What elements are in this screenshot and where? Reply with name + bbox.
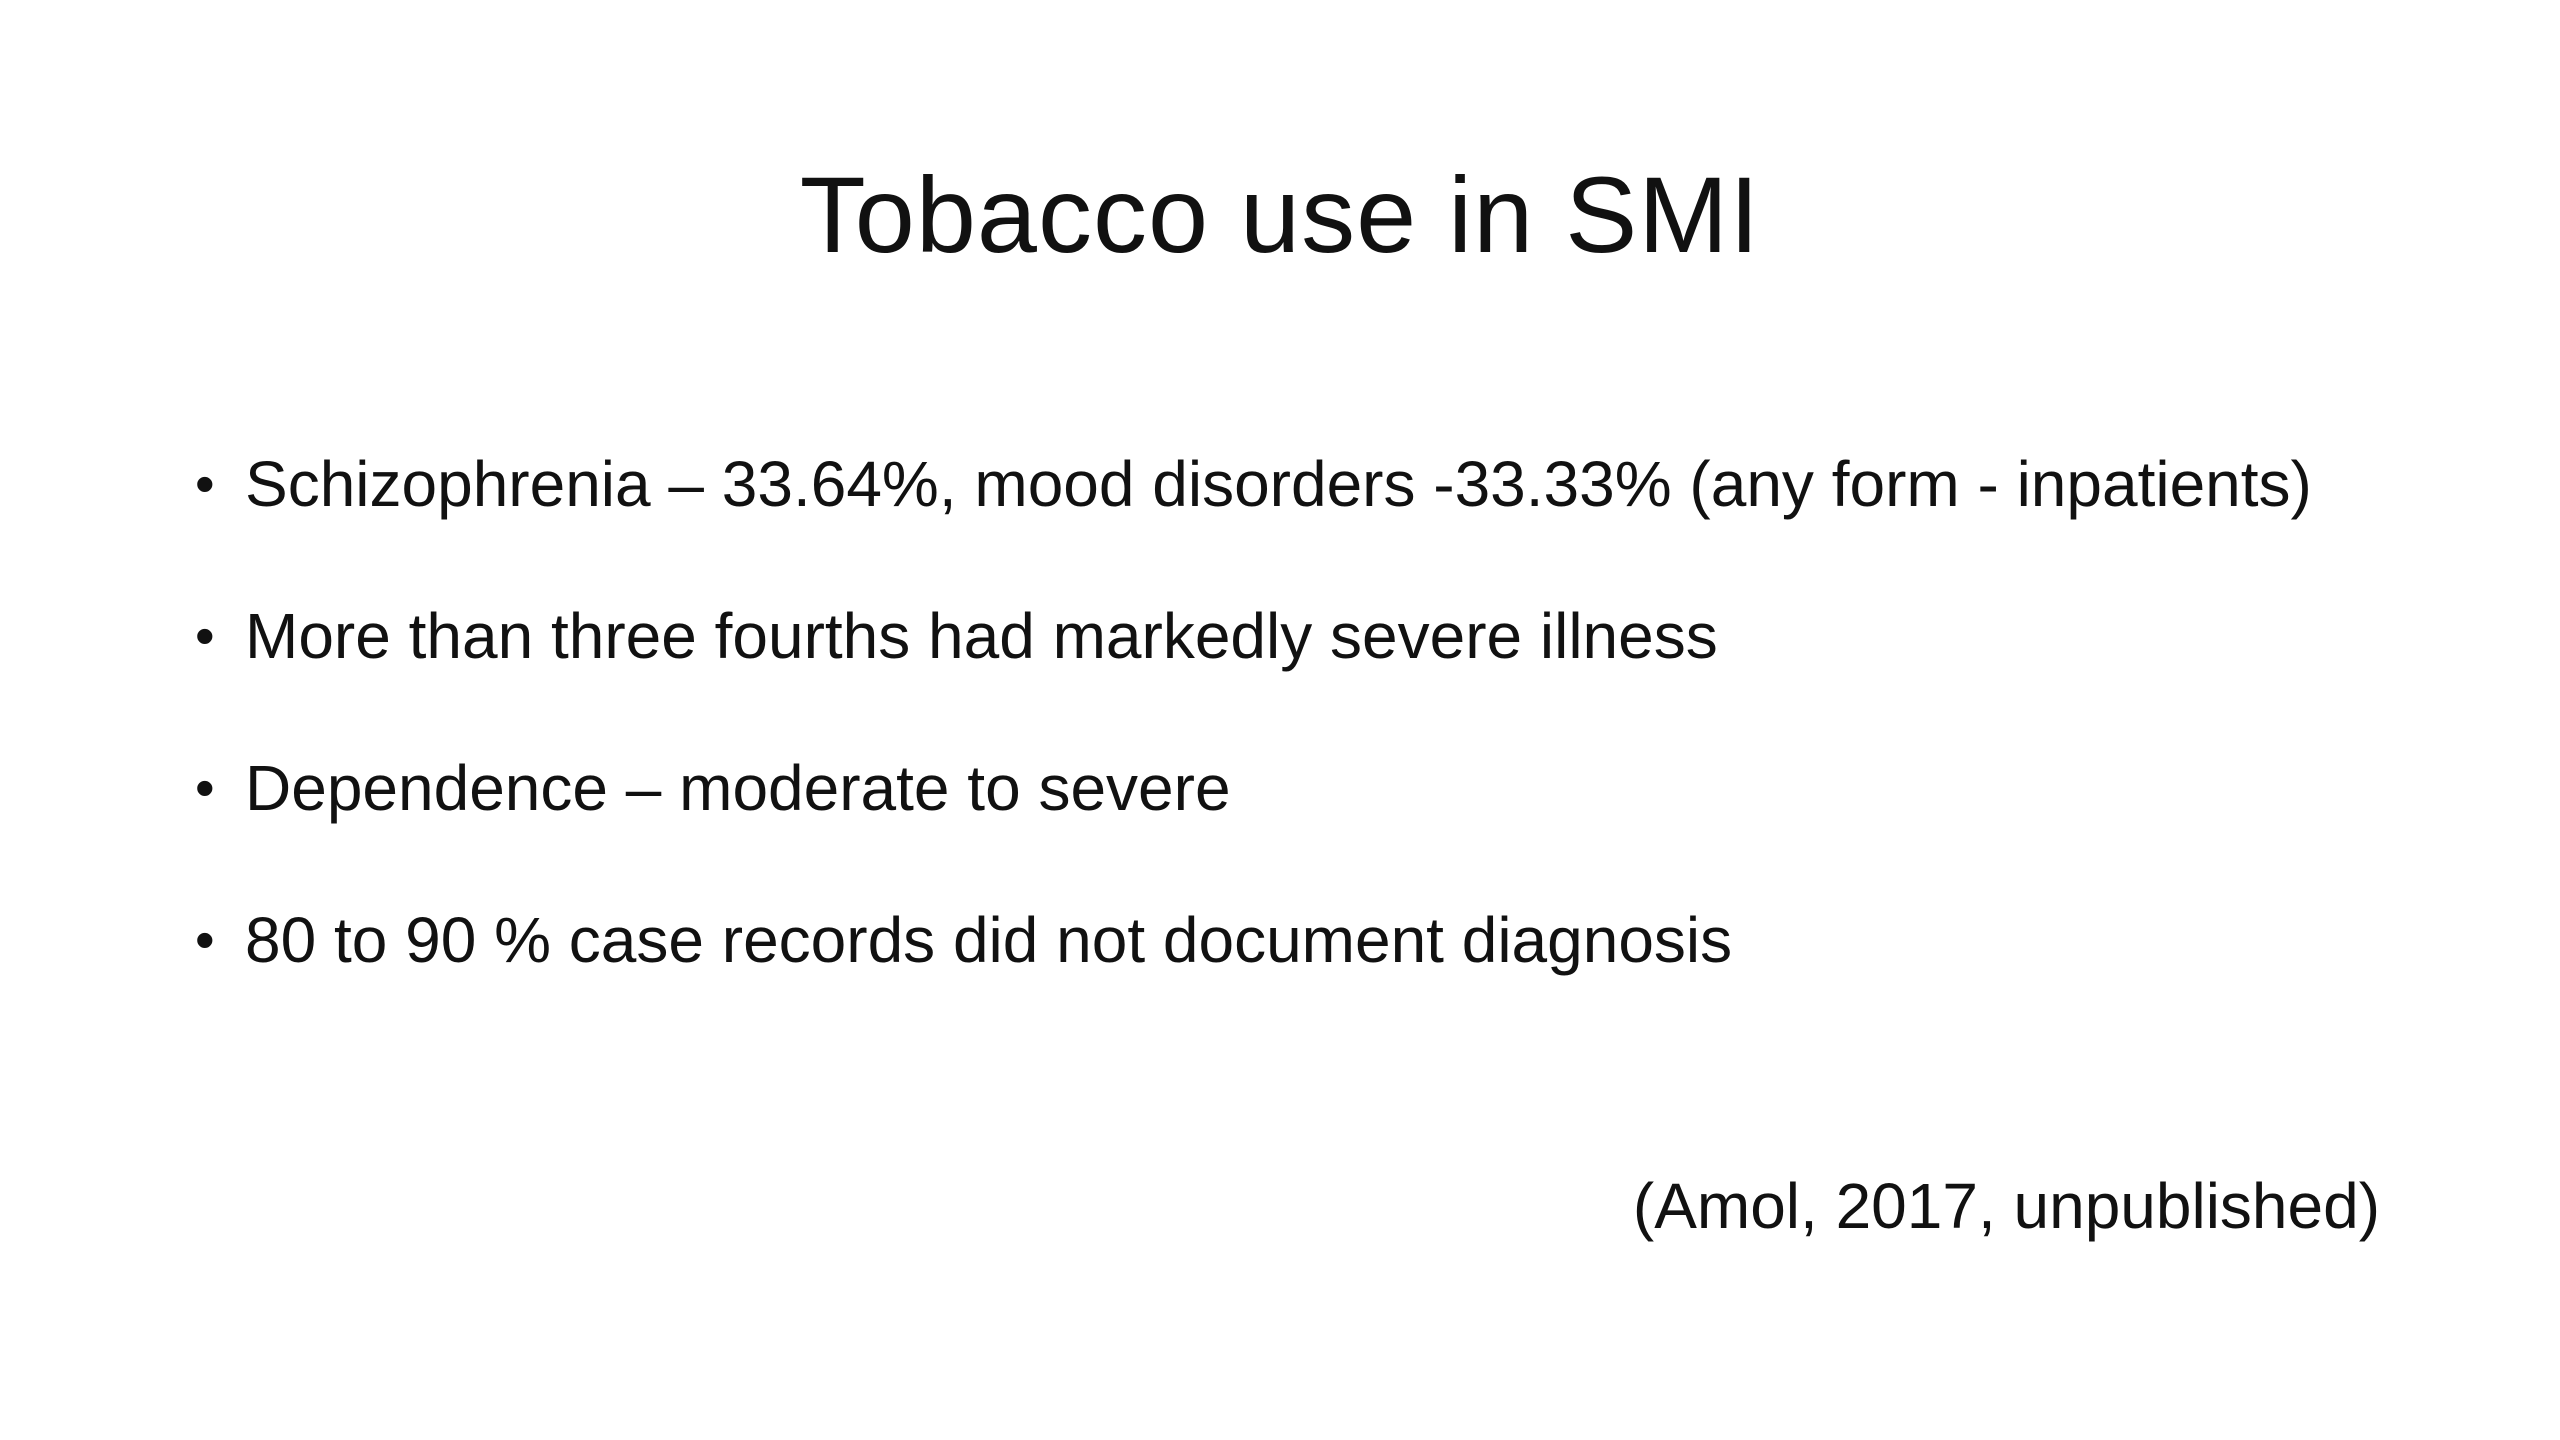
bullet-text: Dependence – moderate to severe [245,752,1231,824]
bullet-text: 80 to 90 % case records did not document… [245,904,1733,976]
bullet-marker: • [195,756,215,819]
citation: (Amol, 2017, unpublished) [1632,1170,2380,1242]
bullet-marker: • [195,604,215,667]
bullet-item: • 80 to 90 % case records did not docume… [195,876,2395,1004]
bullet-text: More than three fourths had markedly sev… [245,600,1718,672]
bullet-item: • Schizophrenia – 33.64%, mood disorders… [195,420,2395,548]
bullet-list: • Schizophrenia – 33.64%, mood disorders… [195,420,2395,1028]
bullet-item: • Dependence – moderate to severe [195,724,2395,852]
bullet-marker: • [195,908,215,971]
bullet-marker: • [195,452,215,515]
slide-title: Tobacco use in SMI [799,154,1761,275]
bullet-text: Schizophrenia – 33.64%, mood disorders -… [245,448,2312,520]
bullet-item: • More than three fourths had markedly s… [195,572,2395,700]
